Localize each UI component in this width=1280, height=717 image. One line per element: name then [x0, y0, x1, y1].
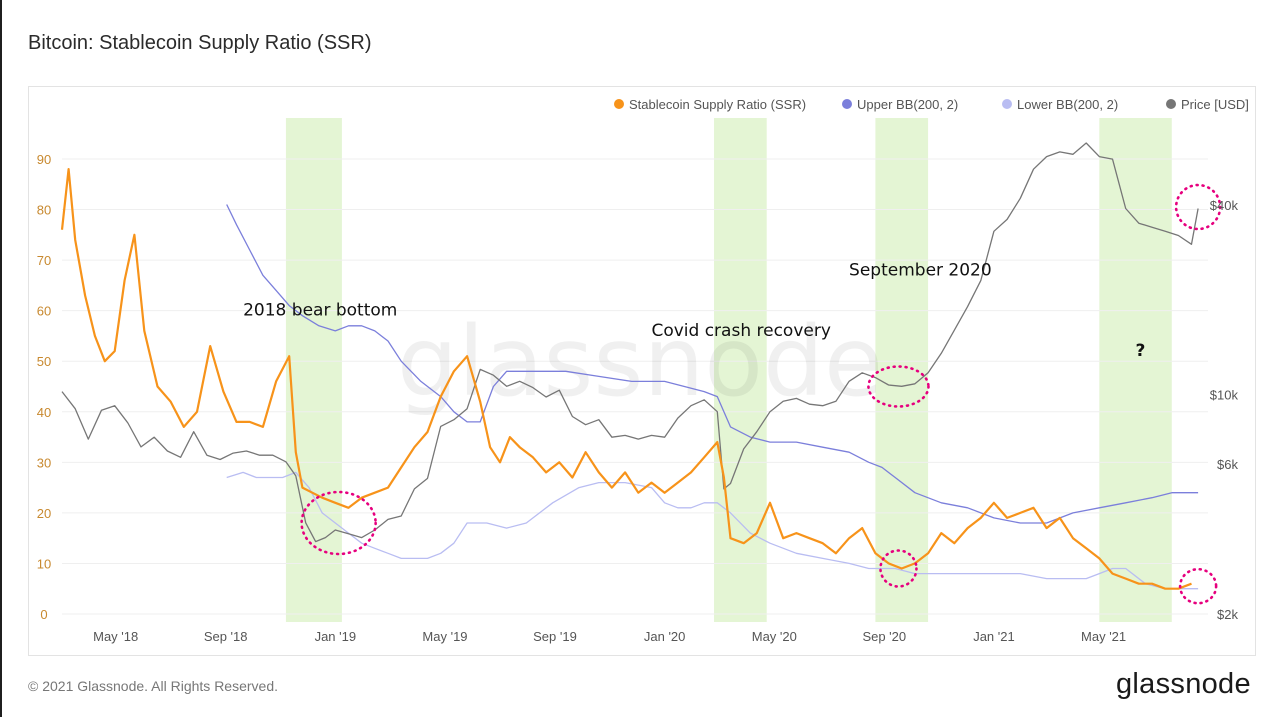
chart-panel [28, 86, 1256, 656]
y-right-tick-10k: $10k [1210, 387, 1239, 402]
y-left-tick-0: 0 [40, 607, 47, 622]
y-left-tick-60: 60 [37, 304, 51, 319]
annotation-2: Covid crash recovery [651, 321, 830, 341]
left-edge-border [0, 0, 2, 717]
x-tick-sep-18: Sep '18 [204, 629, 248, 644]
legend-marker-1 [614, 99, 624, 109]
y-right-tick-6k: $6k [1217, 457, 1238, 472]
x-tick-may-19: May '19 [422, 629, 467, 644]
highlight-bands [285, 118, 1172, 622]
annotation-question-mark: ? [1136, 341, 1146, 361]
legend-label-1: Stablecoin Supply Ratio (SSR) [629, 97, 806, 112]
y-left-tick-20: 20 [37, 506, 51, 521]
y-left-tick-50: 50 [37, 354, 51, 369]
x-tick-sep-19: Sep '19 [533, 629, 577, 644]
y-left-tick-70: 70 [37, 253, 51, 268]
y-left-tick-40: 40 [37, 405, 51, 420]
copyright-text: © 2021 Glassnode. All Rights Reserved. [28, 678, 279, 694]
x-tick-may-18: May '18 [93, 629, 138, 644]
highlight-band-2 [714, 118, 767, 622]
page-title: Bitcoin: Stablecoin Supply Ratio (SSR) [28, 32, 372, 54]
watermark: glassnode [397, 306, 883, 418]
x-tick-jan-21: Jan '21 [973, 629, 1015, 644]
annotation-1: 2018 bear bottom [243, 301, 397, 321]
x-tick-sep-20: Sep '20 [862, 629, 906, 644]
axes: 0 10 20 30 40 50 60 70 80 90 $2k $6k $10k $40k May '18… [37, 152, 1239, 644]
highlight-circle-1 [300, 490, 377, 556]
y-left-tick-80: 80 [37, 203, 51, 218]
gridlines [62, 158, 1208, 615]
legend-label-2: Upper BB(200, 2) [857, 97, 958, 112]
series-stablecoin-supply-ratio-ssr [60, 168, 1192, 590]
y-left-tick-10: 10 [37, 556, 51, 571]
series-upper-bb-200-2 [226, 204, 1199, 524]
x-tick-may-21: May '21 [1081, 629, 1126, 644]
series-lines [60, 142, 1199, 590]
legend-marker-2 [842, 99, 852, 109]
highlight-circle-4 [1174, 183, 1222, 231]
highlight-circles [300, 183, 1222, 605]
y-left-tick-30: 30 [37, 455, 51, 470]
highlight-band-3 [875, 118, 929, 622]
annotation-3: September 2020 [849, 260, 992, 280]
x-tick-jan-20: Jan '20 [644, 629, 686, 644]
x-tick-jan-19: Jan '19 [315, 629, 357, 644]
highlight-circle-5 [1178, 567, 1218, 605]
legend-marker-3 [1002, 99, 1012, 109]
highlight-band-4 [1099, 118, 1172, 622]
annotations: 2018 bear bottom Covid crash recovery Sept… [243, 260, 1145, 361]
legend-label-3: Lower BB(200, 2) [1017, 97, 1118, 112]
legend: Stablecoin Supply Ratio (SSR) Upper BB(20… [614, 97, 1249, 112]
series-price-usd [61, 142, 1199, 543]
x-tick-may-20: May '20 [752, 629, 797, 644]
y-right-tick-2k: $2k [1217, 607, 1238, 622]
y-right-tick-40k: $40k [1210, 198, 1239, 213]
highlight-circle-3 [879, 549, 918, 588]
brand-logo: glassnode [1116, 668, 1251, 700]
highlight-circle-2 [867, 365, 930, 408]
legend-label-4: Price [USD] [1181, 97, 1249, 112]
legend-marker-4 [1166, 99, 1176, 109]
y-left-tick-90: 90 [37, 152, 51, 167]
series-lower-bb-200-2 [226, 471, 1199, 590]
